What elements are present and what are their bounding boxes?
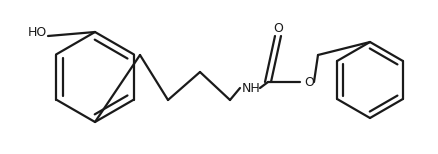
Text: O: O: [304, 75, 314, 89]
Text: NH: NH: [242, 81, 261, 95]
Text: HO: HO: [28, 26, 47, 38]
Text: O: O: [273, 22, 283, 34]
